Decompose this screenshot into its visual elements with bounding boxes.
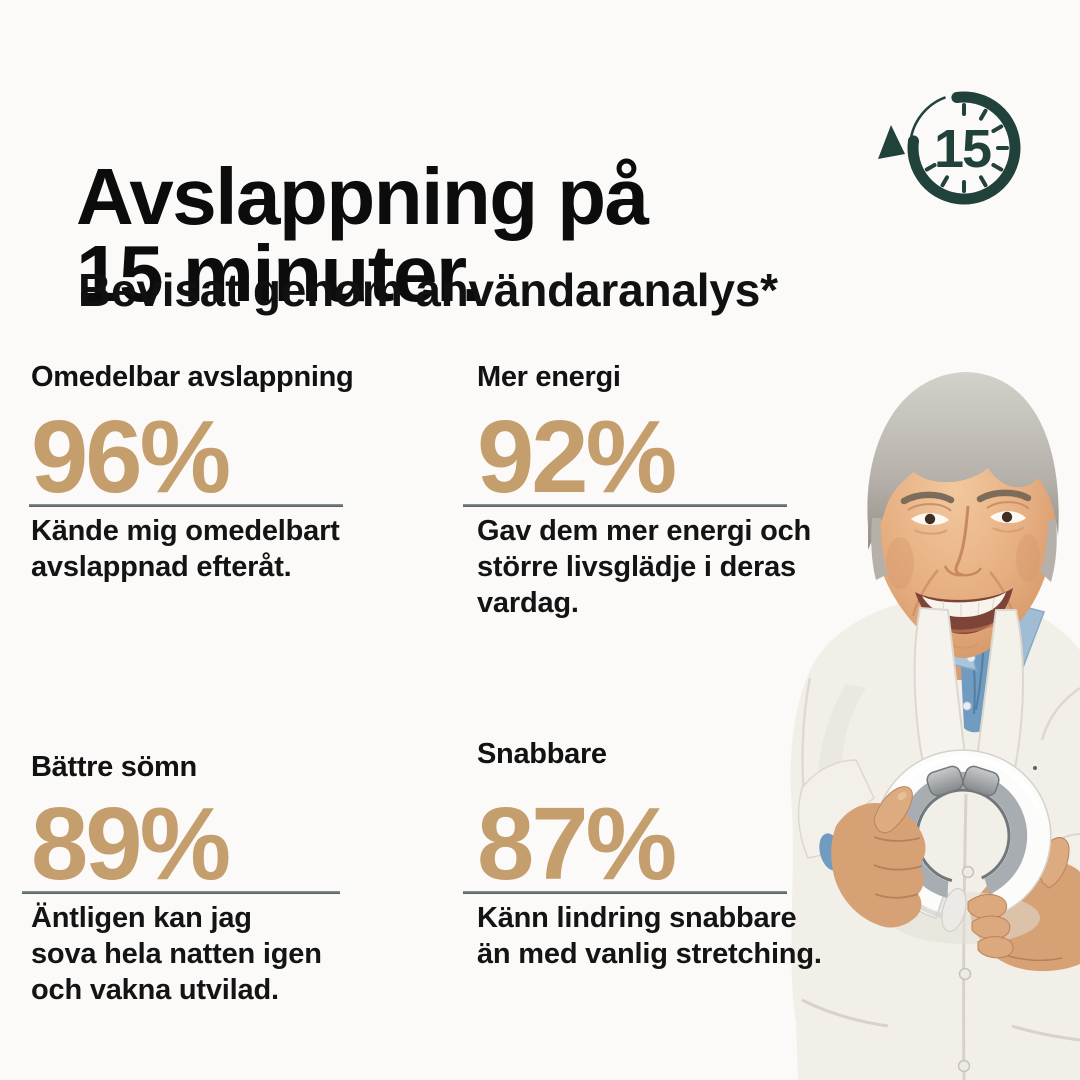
stat-value: 87% (477, 786, 677, 901)
electrode-pad-left (926, 765, 964, 797)
clock-minutes: 15 (934, 119, 991, 179)
stat-description: Äntligen kan jag sova hela natten igen o… (31, 902, 322, 1006)
stat-label: Snabbare (477, 738, 607, 770)
clock-ticks (924, 103, 1009, 193)
doctor-photo (790, 372, 1080, 1080)
stat-label: Omedelbar avslappning (31, 361, 354, 393)
electrode-pad-right (962, 765, 1000, 797)
page-subtitle: Bevisat genom användaranalys* (78, 264, 778, 316)
eyebrow-right (976, 489, 1032, 503)
face (867, 372, 1059, 658)
stat-description: Gav dem mer energi och större livsglädje… (477, 515, 812, 619)
coat-button (958, 967, 972, 981)
right-fingertips (967, 894, 1014, 959)
stat-divider (29, 504, 343, 507)
stat-divider (463, 504, 787, 507)
stat-divider (463, 891, 787, 894)
page-title: Avslappning på 15 minuter. (76, 151, 649, 318)
clock-arrowhead (878, 125, 905, 159)
coat-button (957, 1059, 971, 1073)
left-hand (831, 786, 926, 928)
stat-value: 96% (31, 399, 231, 514)
stat-more-energy: Mer energi 92% Gav dem mer energi och st… (463, 361, 847, 621)
stat-label: Bättre sömn (31, 751, 197, 783)
stat-description: Känn lindring snabbare än med vanlig str… (477, 902, 822, 970)
stat-description: Kände mig omedelbart avslappnad efteråt. (31, 515, 340, 583)
stat-faster-relief: Snabbare 87% Känn lindring snabbare än m… (463, 738, 847, 972)
clock-ring (907, 91, 1021, 205)
stat-label: Mer energi (477, 361, 621, 393)
stat-value: 89% (31, 786, 231, 901)
clock-15-icon: 15 (878, 91, 1021, 205)
nose (954, 505, 970, 577)
eyebrow-left (900, 491, 955, 505)
device-left-tip (941, 888, 967, 932)
stat-value: 92% (477, 399, 677, 514)
stat-divider (22, 891, 340, 894)
stat-better-sleep: Bättre sömn 89% Äntligen kan jag sova he… (22, 751, 401, 1008)
stat-immediate-relaxation: Omedelbar avslappning 96% Kände mig omed… (29, 361, 401, 585)
clock-swoosh (909, 96, 946, 143)
coat-button (961, 865, 975, 879)
hair (867, 372, 1059, 550)
